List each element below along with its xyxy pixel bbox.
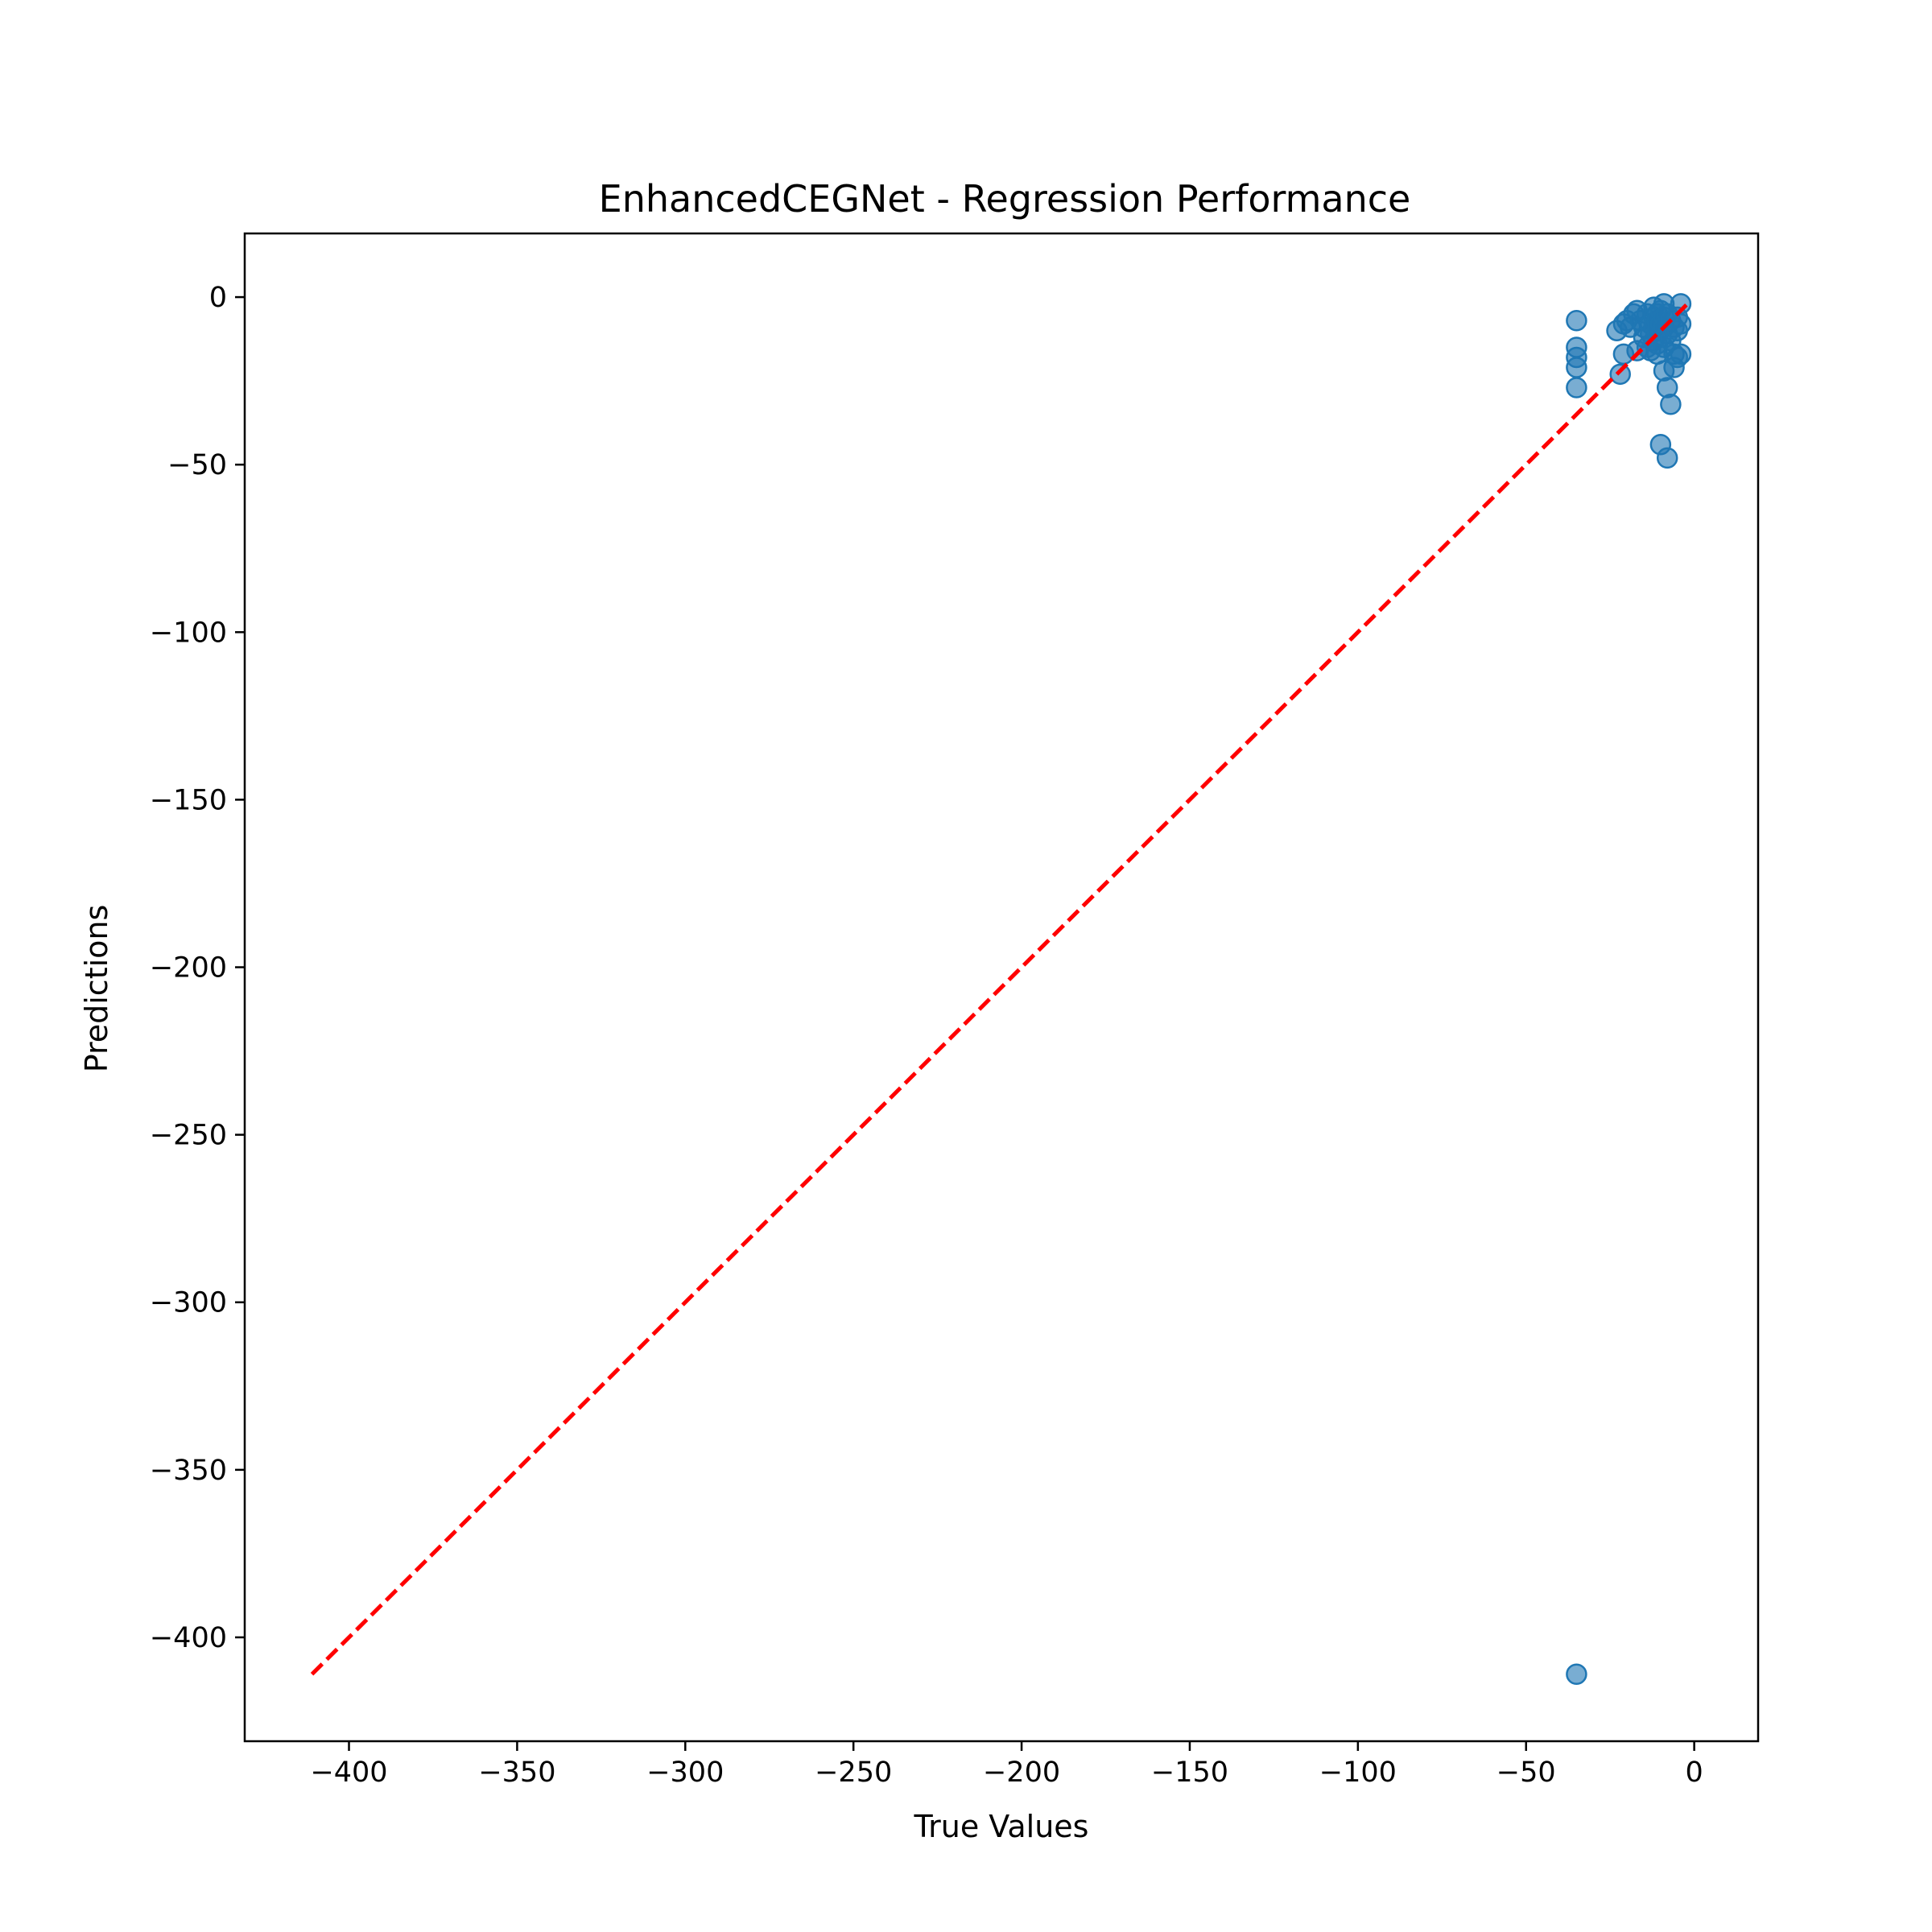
x-axis-label: True Values (914, 1809, 1089, 1844)
scatter-point-3 (1566, 357, 1587, 378)
x-tick-label-4: −200 (983, 1757, 1060, 1789)
scatter-point-5 (1566, 1663, 1587, 1686)
plot-area (310, 293, 1692, 1686)
x-tick-label-7: −50 (1496, 1757, 1556, 1789)
plot-frame (243, 232, 1760, 1743)
y-tick-label-5: −250 (150, 1120, 227, 1152)
y-tick-label-3: −150 (150, 784, 227, 816)
y-tick-label-0: 0 (209, 282, 227, 314)
x-tick-label-5: −150 (1151, 1757, 1228, 1789)
x-tick-label-8: 0 (1685, 1757, 1703, 1789)
x-tick-label-2: −300 (646, 1757, 724, 1789)
scatter-point-0 (1566, 309, 1587, 332)
y-tick-label-6: −300 (150, 1287, 227, 1319)
x-axis: −400 −350 −300 −250 −200 −150 −100 −50 0 (310, 1741, 1703, 1789)
ideal-fit-line (310, 302, 1690, 1676)
x-tick-label-3: −250 (815, 1757, 892, 1789)
scatter-point-9 (1609, 363, 1631, 386)
x-tick-label-1: −350 (478, 1757, 555, 1789)
y-tick-label-4: −200 (150, 952, 227, 985)
y-tick-label-7: −350 (150, 1455, 227, 1487)
y-tick-label-1: −50 (167, 449, 227, 481)
y-tick-label-2: −100 (150, 617, 227, 649)
scatter-point-4 (1566, 377, 1587, 398)
y-tick-label-8: −400 (150, 1622, 227, 1654)
x-tick-label-0: −400 (310, 1757, 387, 1789)
scatter-point-55 (1670, 313, 1692, 335)
scatter-point-47 (1660, 394, 1682, 415)
scatter-point-44 (1656, 447, 1678, 469)
scatter-point-56 (1670, 343, 1692, 365)
x-tick-label-6: −100 (1319, 1757, 1397, 1789)
y-axis-label: Predictions (79, 905, 114, 1073)
chart-title: EnhancedCEGNet - Regression Performance (599, 177, 1411, 221)
y-axis: 0 −50 −100 −150 −200 −250 −300 −350 −400 (150, 282, 245, 1654)
